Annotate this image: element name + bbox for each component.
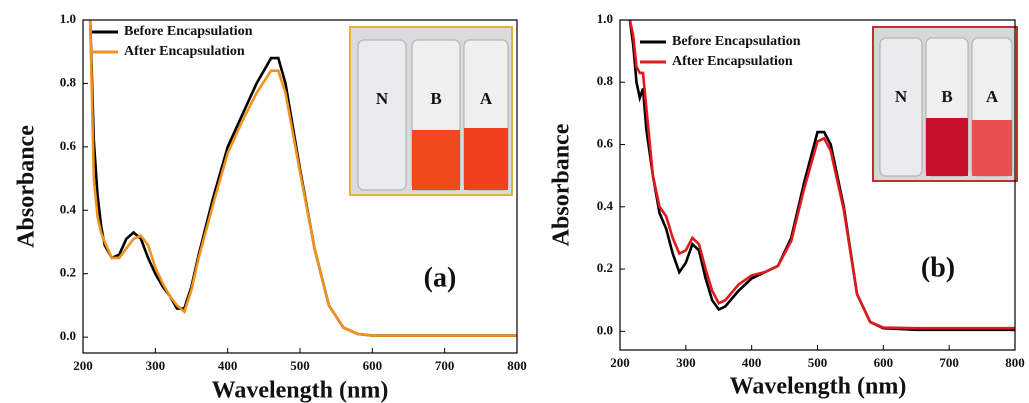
x-tick-label: 600	[874, 355, 894, 370]
legend-label: Before Encapsulation	[124, 24, 253, 39]
x-tick-label: 600	[363, 358, 383, 373]
vial-label: B	[430, 89, 441, 108]
inset-photo	[350, 27, 512, 195]
y-tick-label: 0.4	[60, 201, 77, 216]
y-tick-label: 0.2	[597, 260, 613, 275]
y-tick-label: 0.6	[597, 136, 614, 151]
vial-label: A	[986, 87, 999, 106]
legend-label: Before Encapsulation	[672, 34, 801, 49]
x-tick-label: 700	[939, 355, 959, 370]
y-tick-label: 0.8	[597, 73, 614, 88]
legend-label: After Encapsulation	[124, 44, 245, 59]
y-tick-label: 0.4	[597, 198, 614, 213]
legend-label: After Encapsulation	[672, 54, 793, 69]
figure: 200 300 400 500 600 700 800 0.0 0.2 0.4 0.6 0.8 1.0 W…	[0, 0, 1029, 403]
x-tick-label: 500	[808, 355, 828, 370]
vial-label: B	[941, 87, 952, 106]
vial-label: A	[480, 89, 493, 108]
x-tick-label: 300	[676, 355, 696, 370]
x-tick-label: 200	[610, 355, 630, 370]
y-tick-label: 1.0	[597, 11, 613, 26]
x-axis-title: Wavelength (nm)	[730, 374, 907, 400]
y-tick-label: 0.6	[60, 138, 77, 153]
x-axis-title: Wavelength (nm)	[212, 378, 389, 403]
y-tick-label: 0.2	[60, 265, 76, 280]
x-tick-label: 800	[507, 358, 527, 373]
panel-label: (a)	[424, 262, 457, 293]
y-axis-title: Absorbance	[14, 125, 40, 248]
vial-label: N	[376, 89, 389, 108]
y-tick-label: 1.0	[60, 11, 76, 26]
x-tick-label: 400	[218, 358, 238, 373]
vial-label: N	[895, 87, 908, 106]
x-tick-label: 700	[435, 358, 455, 373]
x-tick-label: 500	[290, 358, 310, 373]
x-tick-label: 300	[146, 358, 166, 373]
x-tick-label: 800	[1005, 355, 1025, 370]
y-tick-label: 0.8	[60, 74, 77, 89]
y-axis-title: Absorbance	[549, 123, 575, 246]
y-tick-label: 0.0	[60, 328, 76, 343]
y-tick-label: 0.0	[597, 322, 613, 337]
panel-label: (b)	[921, 252, 955, 283]
x-tick-label: 200	[73, 358, 93, 373]
x-tick-label: 400	[742, 355, 762, 370]
